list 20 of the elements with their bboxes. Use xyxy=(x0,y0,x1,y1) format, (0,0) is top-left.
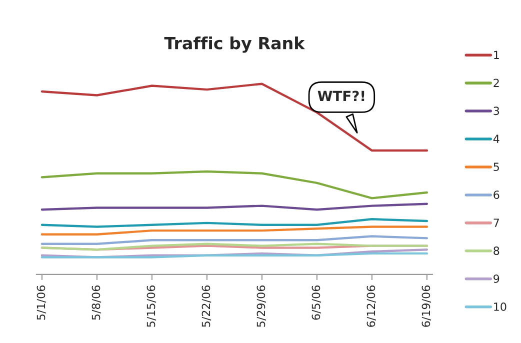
legend-label: 10 xyxy=(494,302,506,311)
chart-title: Traffic by Rank xyxy=(164,36,306,53)
legend-label: 4 xyxy=(493,134,500,143)
legend-label: 7 xyxy=(494,218,499,227)
x-tick-label: 5/8/06 xyxy=(92,286,102,320)
x-tick-label: 6/19/06 xyxy=(422,286,432,327)
x-tick-label: 6/5/06 xyxy=(312,286,322,320)
legend-label: 2 xyxy=(494,78,499,87)
legend-label: 8 xyxy=(494,246,500,255)
legend-label: 3 xyxy=(494,106,500,116)
legend-label: 6 xyxy=(494,190,500,199)
legend-label: 9 xyxy=(494,274,500,283)
legend-label: 5 xyxy=(494,162,499,172)
annotation: WTF?! xyxy=(318,90,364,102)
x-tick-label: 6/12/06 xyxy=(366,286,376,327)
x-tick-label: 5/29/06 xyxy=(256,286,266,327)
x-tick-label: 5/15/06 xyxy=(146,286,156,327)
x-tick-label: 5/22/06 xyxy=(202,286,212,327)
x-tick-label: 5/1/06 xyxy=(36,286,46,320)
legend-label: 1 xyxy=(494,50,499,59)
